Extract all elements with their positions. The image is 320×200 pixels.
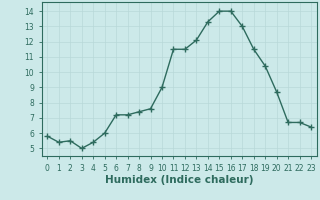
X-axis label: Humidex (Indice chaleur): Humidex (Indice chaleur) <box>105 175 253 185</box>
